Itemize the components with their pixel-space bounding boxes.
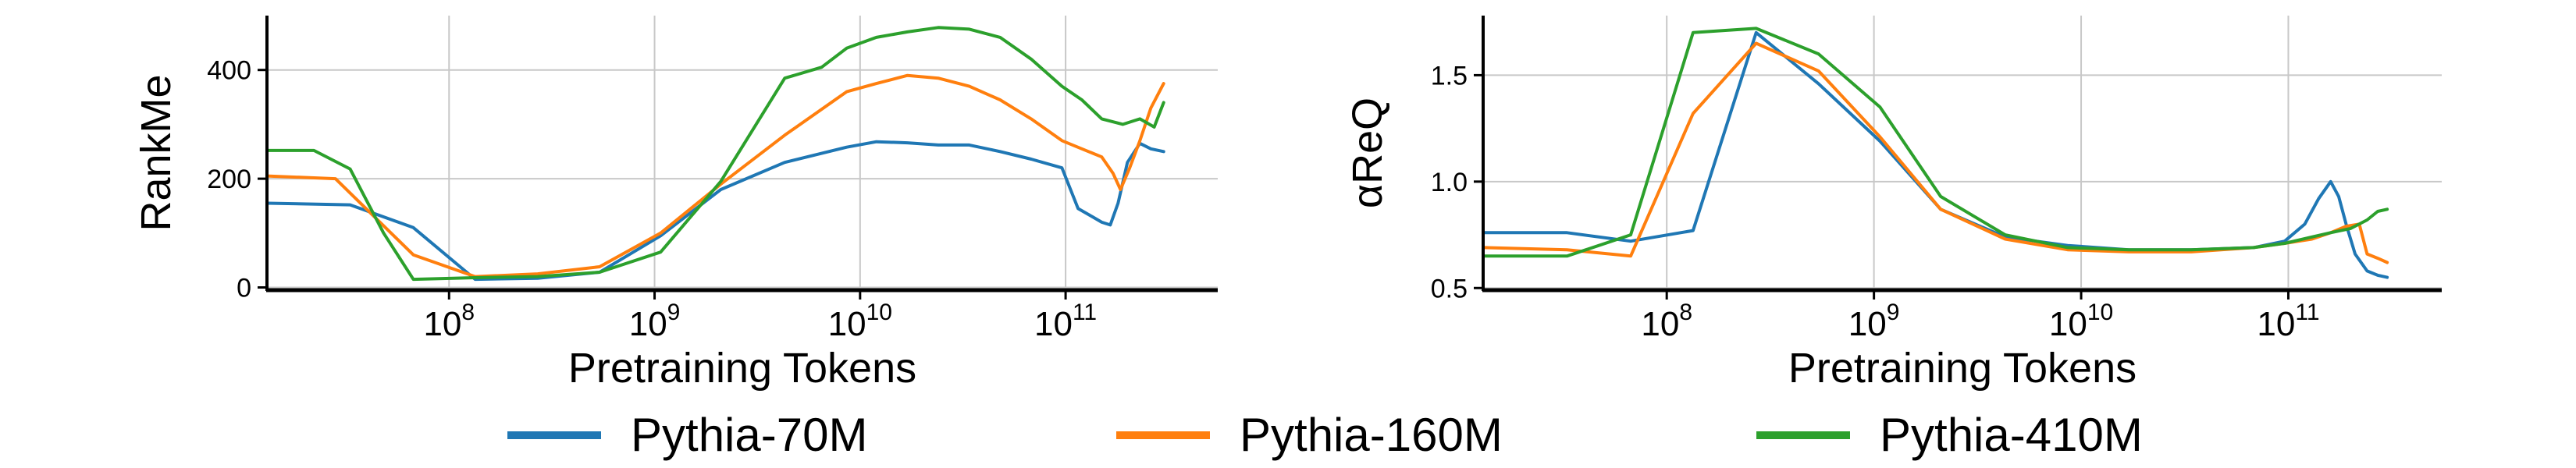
x-tick-label: 108 <box>1641 300 1692 343</box>
y-tick-label: 1.0 <box>1431 168 1468 197</box>
series-line-pythia-160m <box>265 73 1165 278</box>
y-tick-label: 0 <box>237 274 251 303</box>
y-axis-title: RankMe <box>133 74 180 231</box>
series-line-pythia-410m <box>1482 27 2389 258</box>
y-tick-label: 400 <box>207 56 251 86</box>
x-tick-label: 1010 <box>828 300 892 343</box>
x-tick-label: 109 <box>629 300 681 343</box>
series-line-pythia-160m <box>1482 41 2389 264</box>
x-tick-label: 108 <box>423 300 475 343</box>
x-tick-label: 1011 <box>1034 300 1097 343</box>
x-axis-title: Pretraining Tokens <box>568 345 916 392</box>
rankme-chart: 0 200 400 108 109 1010 1011 Pretraining Tokens R… <box>133 16 1218 392</box>
areq-chart: 0.5 1.0 1.5 108 109 1010 1011 Pretraining Token… <box>1344 16 2442 392</box>
y-axis-title: αReQ <box>1344 98 1391 208</box>
y-tick-label: 0.5 <box>1431 274 1468 303</box>
series-line-pythia-410m <box>265 26 1165 282</box>
x-tick-label: 1011 <box>2257 300 2319 343</box>
legend-label: Pythia-160M <box>1240 409 1503 461</box>
y-tick-label: 1.5 <box>1431 61 1468 90</box>
x-tick-label: 109 <box>1848 300 1900 343</box>
x-tick-label: 1010 <box>2049 300 2113 343</box>
legend: Pythia-70M Pythia-160M Pythia-410M <box>507 409 2143 461</box>
legend-label: Pythia-410M <box>1880 409 2143 461</box>
y-tick-label: 200 <box>207 165 251 194</box>
series-line-pythia-70m <box>1482 30 2389 279</box>
x-axis-title: Pretraining Tokens <box>1788 345 2137 392</box>
legend-label: Pythia-70M <box>631 409 867 461</box>
